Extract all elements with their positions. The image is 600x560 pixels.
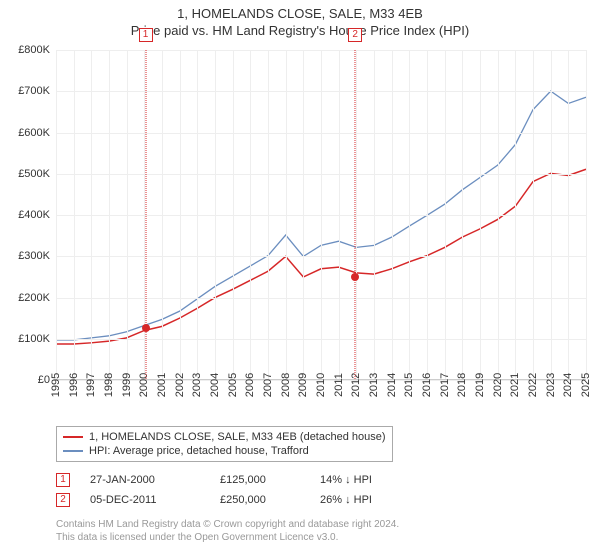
grid-v [91, 50, 92, 379]
x-tick-label: 2007 [262, 373, 274, 397]
x-tick-label: 1996 [68, 373, 80, 397]
grid-v [109, 50, 110, 379]
marker-label: 1 [139, 28, 153, 42]
x-tick-label: 2022 [527, 373, 539, 397]
x-tick-label: 2021 [509, 373, 521, 397]
x-tick-label: 2019 [474, 373, 486, 397]
grid-v [533, 50, 534, 379]
transaction-price: £125,000 [220, 474, 320, 486]
x-tick-label: 2014 [386, 373, 398, 397]
legend-item: HPI: Average price, detached house, Traf… [63, 444, 386, 458]
marker-label: 2 [348, 28, 362, 42]
x-tick-label: 2017 [439, 373, 451, 397]
grid-v [392, 50, 393, 379]
legend: 1, HOMELANDS CLOSE, SALE, M33 4EB (detac… [56, 426, 393, 462]
transaction-date: 05-DEC-2011 [90, 494, 220, 506]
legend-text: 1, HOMELANDS CLOSE, SALE, M33 4EB (detac… [89, 431, 386, 443]
x-tick-label: 2015 [403, 373, 415, 397]
y-tick-label: £0 [38, 374, 50, 386]
grid-v [427, 50, 428, 379]
x-tick-label: 1998 [103, 373, 115, 397]
transaction-row: 2 05-DEC-2011£250,00026% ↓ HPI [56, 490, 440, 510]
x-tick-label: 2012 [350, 373, 362, 397]
chart-subtitle: Price paid vs. HM Land Registry's House … [0, 21, 600, 42]
x-tick-label: 1995 [50, 373, 62, 397]
grid-v [445, 50, 446, 379]
x-tick-label: 2011 [333, 373, 345, 397]
y-tick-label: £500K [18, 168, 50, 180]
marker-dot [142, 324, 150, 332]
grid-v [162, 50, 163, 379]
marker-line [355, 50, 356, 379]
x-tick-label: 2025 [580, 373, 592, 397]
transaction-date: 27-JAN-2000 [90, 474, 220, 486]
grid-v [233, 50, 234, 379]
grid-v [356, 50, 357, 379]
transaction-price: £250,000 [220, 494, 320, 506]
transaction-delta: 26% ↓ HPI [320, 494, 440, 506]
x-tick-label: 2003 [191, 373, 203, 397]
legend-text: HPI: Average price, detached house, Traf… [89, 445, 309, 457]
transaction-delta: 14% ↓ HPI [320, 474, 440, 486]
grid-v [56, 50, 57, 379]
marker-dot [351, 273, 359, 281]
x-tick-label: 2020 [492, 373, 504, 397]
grid-v [180, 50, 181, 379]
y-tick-label: £700K [18, 85, 50, 97]
y-tick-label: £200K [18, 292, 50, 304]
transactions-table: 1 27-JAN-2000£125,00014% ↓ HPI 2 05-DEC-201… [56, 470, 440, 510]
legend-item: 1, HOMELANDS CLOSE, SALE, M33 4EB (detac… [63, 430, 386, 444]
grid-v [462, 50, 463, 379]
grid-v [498, 50, 499, 379]
legend-swatch [63, 450, 83, 452]
grid-v [197, 50, 198, 379]
x-tick-label: 2006 [244, 373, 256, 397]
x-tick-label: 1997 [85, 373, 97, 397]
transaction-row: 1 27-JAN-2000£125,00014% ↓ HPI [56, 470, 440, 490]
grid-v [551, 50, 552, 379]
x-tick-label: 2004 [209, 373, 221, 397]
x-tick-label: 2024 [562, 373, 574, 397]
transaction-marker: 2 [56, 493, 70, 507]
footnote: Contains HM Land Registry data © Crown c… [56, 518, 399, 544]
grid-v [568, 50, 569, 379]
transaction-marker: 1 [56, 473, 70, 487]
legend-swatch [63, 436, 83, 438]
grid-v [286, 50, 287, 379]
x-tick-label: 2002 [174, 373, 186, 397]
x-tick-label: 2001 [156, 373, 168, 397]
x-tick-label: 2010 [315, 373, 327, 397]
x-tick-label: 2018 [456, 373, 468, 397]
y-tick-label: £100K [18, 333, 50, 345]
grid-v [215, 50, 216, 379]
footnote-line: This data is licensed under the Open Gov… [56, 531, 399, 544]
x-tick-label: 2013 [368, 373, 380, 397]
grid-v [321, 50, 322, 379]
grid-v [303, 50, 304, 379]
x-tick-label: 2005 [227, 373, 239, 397]
x-tick-label: 2023 [545, 373, 557, 397]
footnote-line: Contains HM Land Registry data © Crown c… [56, 518, 399, 531]
y-tick-label: £600K [18, 127, 50, 139]
plot-area: £0£100K£200K£300K£400K£500K£600K£700K£80… [56, 50, 586, 380]
grid-v [374, 50, 375, 379]
grid-v [268, 50, 269, 379]
y-tick-label: £300K [18, 250, 50, 262]
grid-v [409, 50, 410, 379]
grid-v [586, 50, 587, 379]
y-tick-label: £800K [18, 44, 50, 56]
x-tick-label: 2008 [280, 373, 292, 397]
grid-v [339, 50, 340, 379]
x-tick-label: 2009 [297, 373, 309, 397]
grid-v [480, 50, 481, 379]
y-tick-label: £400K [18, 209, 50, 221]
chart-title: 1, HOMELANDS CLOSE, SALE, M33 4EB [0, 0, 600, 21]
grid-v [127, 50, 128, 379]
grid-v [74, 50, 75, 379]
x-tick-label: 1999 [121, 373, 133, 397]
grid-v [250, 50, 251, 379]
grid-v [515, 50, 516, 379]
x-tick-label: 2016 [421, 373, 433, 397]
